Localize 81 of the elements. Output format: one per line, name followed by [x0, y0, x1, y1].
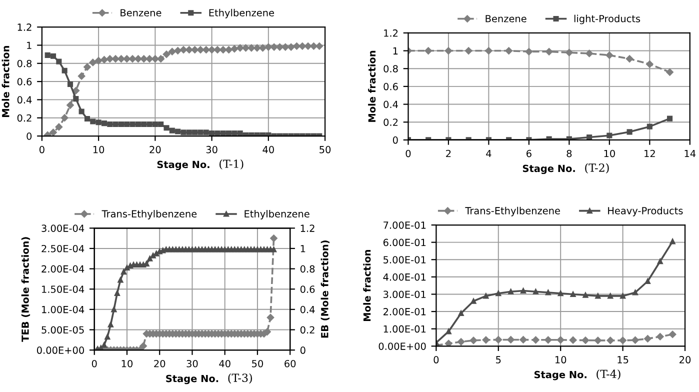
x-tick-label: 0	[434, 356, 439, 364]
y-tick-label: 2.50E-04	[42, 244, 84, 252]
y-tick-label: 1.50E-04	[42, 286, 84, 293]
x-tick-label: 10	[93, 146, 104, 154]
y-axis-title: TEB (Mole fraction)	[21, 237, 30, 342]
legend-label: Ethylbenzene	[209, 8, 274, 18]
x-tick-label: 50	[320, 146, 331, 154]
x-tick-label: 30	[206, 146, 218, 154]
text: (T-2)	[585, 163, 609, 174]
x-tick-label: 6	[526, 150, 532, 158]
text: (T-1)	[220, 159, 244, 170]
y-tick-label: 0.4	[17, 96, 32, 104]
y-tick-label: 7.00E-01	[384, 221, 426, 229]
x-tick-label: 50	[252, 360, 264, 368]
y2-tick-label: 0	[300, 346, 306, 354]
y-tick-label: 1.2	[18, 24, 32, 31]
y-tick-label: 0	[392, 136, 398, 144]
x-tick-label: 8	[566, 150, 572, 158]
y-tick-label: 1	[27, 42, 32, 49]
legend-label: Ethylbenzene	[244, 210, 310, 220]
y-tick-label: 0.00E+00	[36, 346, 84, 354]
y2-tick-label: 0.2	[300, 326, 314, 334]
legend-label: Benzene	[120, 9, 162, 16]
y-tick-label: 5.00E-05	[42, 326, 84, 334]
x-tick-label: 20	[680, 356, 691, 364]
x-tick-label: 10	[604, 150, 615, 158]
x-tick-label: 20	[150, 146, 161, 154]
x-tick-label: 2	[446, 150, 451, 158]
y-tick-label: 0.2	[17, 114, 32, 122]
x-axis-title: Stage No.	[534, 370, 586, 380]
legend-label: Trans-Ethylbenzene	[102, 210, 197, 220]
y-axis-title: Mole fraction	[363, 250, 371, 321]
y-tick-label: 0.4	[384, 100, 398, 108]
x-tick-label: 5	[496, 356, 501, 364]
x-axis-title: Stage No.	[166, 374, 218, 384]
y-tick-label: 0.6	[17, 78, 32, 86]
legend-label: Heavy-Products	[608, 206, 683, 216]
y-tick-label: 0	[26, 132, 32, 140]
y-tick-label: 4.00E-01	[383, 273, 426, 281]
text: (T-4)	[596, 369, 620, 380]
x-tick-label: 40	[219, 360, 230, 368]
x-tick-label: 0	[92, 360, 97, 368]
y2-tick-label: 0.4	[300, 306, 315, 314]
y-tick-label: 3.00E-01	[384, 290, 426, 298]
x-tick-label: 30	[186, 360, 198, 368]
x-tick-label: 60	[284, 360, 296, 368]
x-tick-label: 40	[262, 146, 274, 154]
y-tick-label: 2.00E-01	[383, 308, 426, 316]
x-tick-label: 15	[618, 356, 628, 364]
y-tick-label: 2.00E-04	[42, 265, 84, 273]
x-tick-label: 4	[486, 150, 492, 158]
text: (T-3)	[228, 373, 252, 384]
legend-label: Benzene	[486, 15, 526, 22]
y-tick-label: 0.2	[384, 118, 398, 126]
y2-tick-label: 1	[300, 245, 306, 252]
y-axis-title: Mole fraction	[368, 50, 376, 122]
y-tick-label: 0.8	[17, 60, 32, 68]
y-tick-label: 5.00E-01	[384, 256, 426, 264]
y-axis-title: Mole fraction	[2, 46, 10, 117]
y-tick-label: 1.2	[384, 29, 398, 37]
y-tick-label: 0.00E+00	[378, 342, 426, 350]
y-tick-label: 0.6	[384, 82, 398, 90]
x-axis-title: Stage No.	[157, 160, 210, 170]
y-tick-label: 6.00E-01	[383, 238, 426, 246]
y2-tick-label: 0.6	[300, 286, 315, 293]
y-tick-label: 0.8	[384, 65, 398, 72]
x-tick-label: 10	[122, 360, 133, 368]
x-axis-title: Stage No.	[522, 164, 575, 174]
x-tick-label: 20	[154, 360, 166, 368]
y-tick-label: 1.00E-04	[42, 306, 84, 314]
x-tick-label: 10	[555, 356, 566, 364]
legend-label: light-Products	[574, 14, 640, 24]
y-tick-label: 1	[393, 47, 398, 54]
y2-tick-label: 1.2	[300, 224, 314, 232]
x-tick-label: 12	[644, 150, 655, 158]
y-tick-label: 1.00E-01	[384, 325, 426, 333]
y2-tick-label: 0.8	[300, 265, 315, 273]
legend-label: Trans-Ethylbenzene	[465, 206, 560, 216]
y2-axis-title: EB (Mole fraction)	[320, 240, 330, 338]
y-tick-label: 3.00E-04	[42, 224, 84, 232]
x-tick-label: 14	[684, 150, 696, 158]
